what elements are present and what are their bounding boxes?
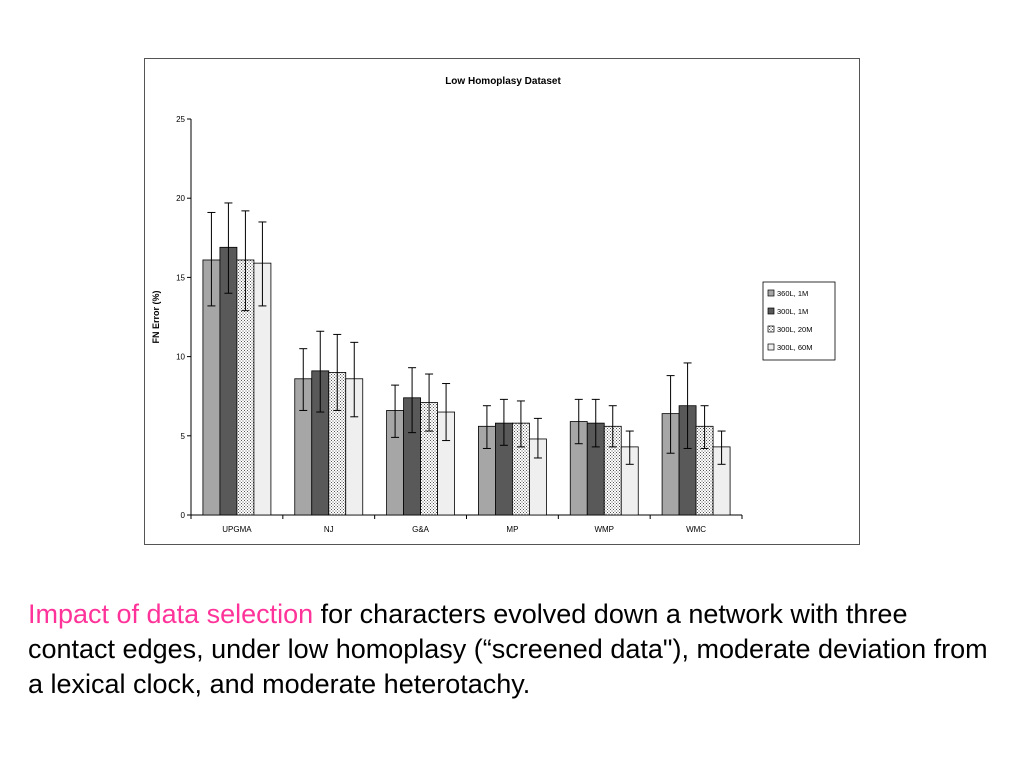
legend-label: 300L, 60M — [777, 343, 812, 352]
y-tick-label: 5 — [181, 432, 186, 441]
chart-frame: Low Homoplasy Dataset FN Error (%) 0 5 10 1… — [144, 58, 860, 545]
legend-box — [762, 281, 836, 361]
legend-swatch — [767, 289, 775, 297]
x-tick-label: UPGMA — [222, 525, 252, 534]
legend-swatch — [767, 307, 775, 315]
y-tick-label: 0 — [181, 511, 186, 520]
x-tick-label: NJ — [324, 525, 334, 534]
caption: Impact of data selection for characters … — [28, 597, 998, 702]
x-tick-label: WMP — [594, 525, 614, 534]
y-axis-label: FN Error (%) — [151, 290, 161, 343]
x-tick-label: WMC — [686, 525, 706, 534]
caption-highlight: Impact of data selection — [28, 599, 314, 629]
legend-swatch — [767, 343, 775, 351]
y-tick-label: 15 — [176, 273, 185, 282]
x-tick-label: G&A — [412, 525, 430, 534]
legend-label: 360L, 1M — [777, 289, 808, 298]
caption-text: for characters evolved down a network wi… — [28, 599, 988, 699]
y-tick-label: 10 — [176, 353, 185, 362]
legend-label: 300L, 20M — [777, 325, 812, 334]
chart-title: Low Homoplasy Dataset — [445, 76, 561, 87]
bar-chart: Low Homoplasy Dataset FN Error (%) 0 5 10 1… — [151, 76, 836, 534]
y-tick-label: 20 — [176, 194, 185, 203]
y-tick-label: 25 — [176, 115, 185, 124]
legend-label: 300L, 1M — [777, 307, 808, 316]
x-tick-label: MP — [506, 525, 518, 534]
legend-swatch — [767, 325, 775, 333]
